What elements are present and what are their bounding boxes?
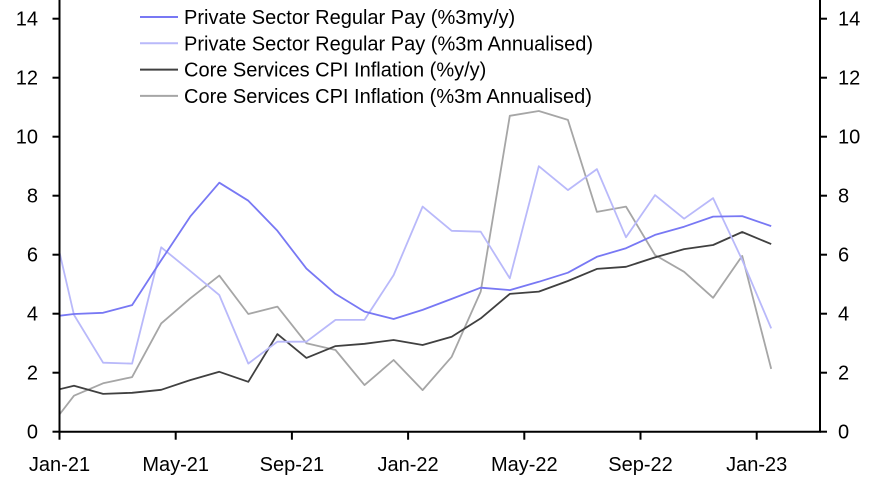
y-tick-label-left: 2	[27, 363, 38, 385]
x-tick-label: Jan-23	[726, 454, 787, 476]
axes: 0 0 2 2 4 4 6 6 8 8 10 10 12 12 14 14 Jan-21 May-21 Sep-21…	[16, 0, 860, 476]
legend-label: Core Services CPI Inflation (%3m Annuali…	[184, 86, 592, 108]
y-tick-label-left: 12	[16, 68, 38, 90]
series-line-2	[60, 231, 772, 395]
y-tick-label-right: 12	[838, 68, 860, 90]
y-tick-label-left: 14	[16, 9, 38, 31]
series-line-3	[60, 110, 773, 416]
x-tick-label: Jan-22	[378, 454, 439, 476]
y-tick-label-left: 0	[27, 422, 38, 444]
x-tick-label: Jan-21	[29, 454, 90, 476]
x-tick-label: Sep-22	[608, 454, 673, 476]
y-tick-label-right: 0	[838, 422, 849, 444]
legend-item: Core Services CPI Inflation (%3m Annuali…	[140, 86, 592, 108]
legend-label: Private Sector Regular Pay (%3m Annualis…	[184, 33, 593, 55]
y-tick-label-right: 6	[838, 245, 849, 267]
y-tick-label-left: 4	[27, 304, 38, 326]
y-tick-label-right: 10	[838, 127, 860, 149]
x-tick-label: May-22	[491, 454, 558, 476]
y-tick-label-right: 8	[838, 186, 849, 208]
legend-item: Private Sector Regular Pay (%3m Annualis…	[140, 33, 593, 55]
y-tick-label-left: 8	[27, 186, 38, 208]
legend-item: Private Sector Regular Pay (%3my/y)	[140, 7, 515, 29]
y-tick-label-right: 2	[838, 363, 849, 385]
series-line-0	[60, 181, 772, 320]
legend-label: Private Sector Regular Pay (%3my/y)	[184, 7, 515, 29]
y-tick-label-left: 6	[27, 245, 38, 267]
x-tick-label: May-21	[142, 454, 209, 476]
legend-label: Core Services CPI Inflation (%y/y)	[184, 60, 486, 82]
series-layer	[60, 110, 773, 416]
x-tick-label: Sep-21	[260, 454, 325, 476]
y-tick-label-right: 14	[838, 9, 860, 31]
y-tick-label-left: 10	[16, 127, 38, 149]
y-tick-label-right: 4	[838, 304, 849, 326]
legend-item: Core Services CPI Inflation (%y/y)	[140, 60, 486, 82]
series-line-1	[60, 165, 773, 365]
legend: Private Sector Regular Pay (%3my/y) Priva…	[140, 7, 593, 108]
